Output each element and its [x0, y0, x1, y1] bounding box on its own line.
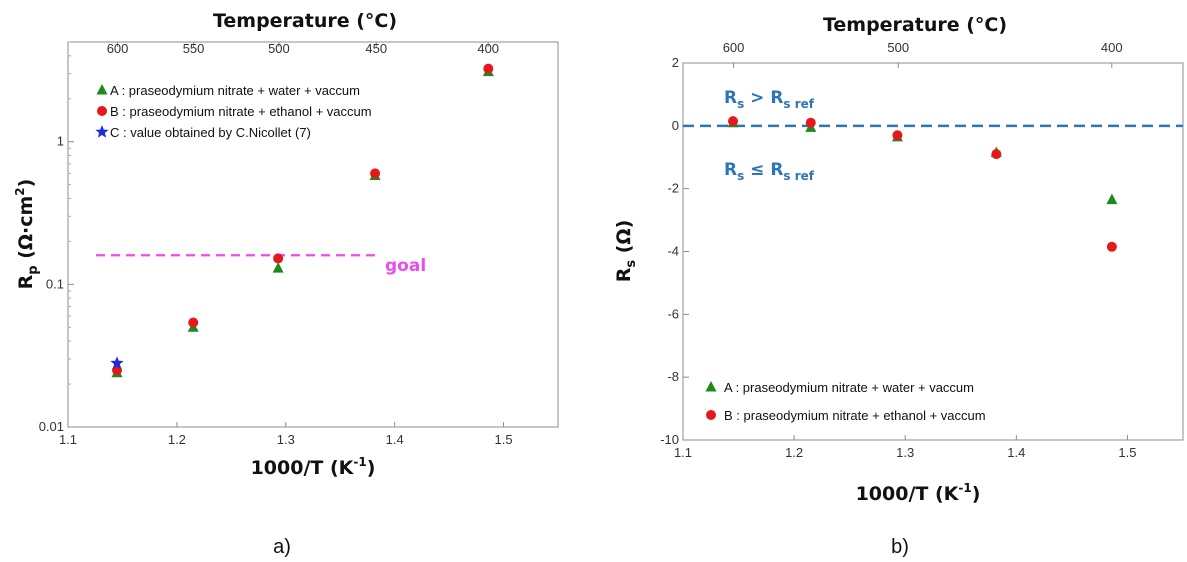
- legend-marker-b: [97, 106, 107, 116]
- y-tick-label: 0: [672, 118, 679, 133]
- chart-a-legend: A : praseodymium nitrate + water + vaccu…: [95, 83, 372, 140]
- x-tick-label: 1.2: [168, 432, 186, 447]
- chart-a-y-axis-label: Rp (Ω·cm2): [13, 179, 41, 290]
- chart-a-top-axis-title: Temperature (°C): [213, 10, 397, 32]
- y-tick-label: 2: [672, 55, 679, 70]
- chart-b-annotation-above: Rs > Rs ref: [724, 88, 815, 111]
- legend-marker-a: [705, 381, 717, 392]
- top-tick-label: 550: [183, 41, 205, 56]
- chart-a-top-ticks: 600 550 500 450 400: [107, 41, 499, 56]
- chart-a-x-ticks: 1.1 1.2 1.3 1.4 1.5: [59, 422, 513, 447]
- chart-a-data-points: [110, 63, 494, 378]
- series-b-point: [1106, 241, 1117, 252]
- series-a-point: [272, 262, 284, 273]
- chart-a-y-ticks: 0.01 0.1 1: [39, 41, 74, 434]
- top-tick-label: 400: [1101, 40, 1123, 55]
- y-tick-label: -10: [660, 432, 679, 447]
- chart-b: Temperature (°C) 1.1 1.2 1.3 1.4 1.5 2 0 -2 -4 -…: [613, 14, 1184, 558]
- chart-a-plot-frame: [67, 41, 559, 428]
- top-tick-label: 400: [477, 41, 499, 56]
- legend-marker-b: [706, 410, 716, 420]
- x-tick-label: 1.5: [1118, 445, 1136, 460]
- top-tick-label: 450: [365, 41, 387, 56]
- y-tick-label: -4: [667, 244, 679, 259]
- chart-b-legend-label-b: B : praseodymium nitrate + ethanol + vac…: [724, 408, 986, 423]
- y-tick-label: 1: [57, 134, 64, 149]
- chart-b-x-axis-label: 1000/T (K-1): [856, 481, 981, 505]
- panel-label-b: b): [891, 536, 909, 558]
- panel-label-a: a): [273, 536, 291, 558]
- x-tick-label: 1.3: [896, 445, 914, 460]
- y-tick-label: 0.1: [46, 276, 64, 291]
- chart-a-goal-label: goal: [385, 256, 426, 276]
- y-tick-label: -6: [667, 306, 679, 321]
- series-b-point: [805, 117, 816, 128]
- series-b-point: [370, 168, 381, 179]
- chart-b-annotation-below: Rs ≤ Rs ref: [724, 160, 815, 183]
- chart-b-legend: A : praseodymium nitrate + water + vaccu…: [705, 380, 986, 423]
- top-tick-label: 600: [723, 40, 745, 55]
- chart-a-x-axis-label: 1000/T (K-1): [251, 455, 376, 479]
- series-b-point: [188, 317, 199, 328]
- chart-b-y-ticks: 2 0 -2 -4 -6 -8 -10: [660, 55, 689, 447]
- chart-b-legend-label-a: A : praseodymium nitrate + water + vaccu…: [724, 380, 974, 395]
- x-tick-label: 1.1: [674, 445, 692, 460]
- chart-a-legend-label-b: B : praseodymium nitrate + ethanol + vac…: [110, 104, 372, 119]
- x-tick-label: 1.3: [277, 432, 295, 447]
- chart-a-legend-label-c: C : value obtained by C.Nicollet (7): [110, 125, 311, 140]
- x-tick-label: 1.5: [495, 432, 513, 447]
- x-tick-label: 1.4: [386, 432, 404, 447]
- series-b-point: [892, 130, 903, 141]
- series-c-point: [110, 356, 124, 369]
- x-tick-label: 1.2: [785, 445, 803, 460]
- chart-b-top-axis-title: Temperature (°C): [823, 14, 1007, 36]
- series-b-point: [728, 116, 738, 127]
- top-tick-label: 500: [268, 41, 290, 56]
- legend-marker-c: [95, 125, 109, 138]
- chart-b-data-points: [727, 116, 1118, 252]
- chart-a-legend-label-a: A : praseodymium nitrate + water + vaccu…: [110, 83, 360, 98]
- chart-a-legend-markers: [95, 84, 109, 138]
- x-tick-label: 1.1: [59, 432, 77, 447]
- top-tick-label: 500: [887, 40, 909, 55]
- chart-b-top-ticks: 600 500 400: [723, 40, 1123, 68]
- chart-b-x-ticks: 1.1 1.2 1.3 1.4 1.5: [674, 435, 1136, 460]
- y-tick-label: 0.01: [39, 419, 64, 434]
- series-b-point: [483, 63, 494, 74]
- chart-a: Temperature (°C) 1.1 1.2 1.3 1.4 1.5 0.01 0.1…: [13, 10, 559, 558]
- legend-marker-a: [96, 84, 108, 95]
- top-tick-label: 600: [107, 41, 129, 56]
- x-tick-label: 1.4: [1007, 445, 1025, 460]
- y-tick-label: -2: [667, 181, 679, 196]
- y-tick-label: -8: [667, 369, 679, 384]
- series-a-point: [1106, 193, 1118, 205]
- series-b-point: [991, 149, 1002, 160]
- chart-b-legend-markers: [705, 381, 717, 420]
- series-b-point: [273, 253, 284, 264]
- chart-b-y-axis-label: Rs (Ω): [613, 220, 639, 283]
